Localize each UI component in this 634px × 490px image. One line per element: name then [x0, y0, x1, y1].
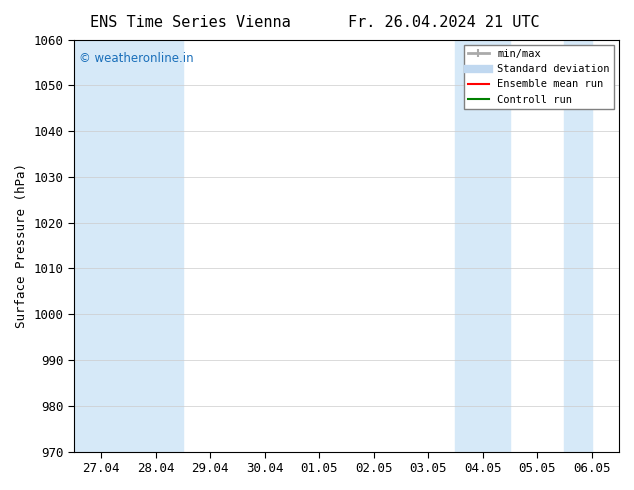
Text: © weatheronline.in: © weatheronline.in — [79, 52, 194, 65]
Bar — [564, 40, 592, 452]
Y-axis label: Surface Pressure (hPa): Surface Pressure (hPa) — [15, 163, 28, 328]
Text: Fr. 26.04.2024 21 UTC: Fr. 26.04.2024 21 UTC — [348, 15, 540, 30]
Bar — [455, 40, 510, 452]
Bar — [74, 40, 183, 452]
Legend: min/max, Standard deviation, Ensemble mean run, Controll run: min/max, Standard deviation, Ensemble me… — [464, 45, 614, 109]
Text: ENS Time Series Vienna: ENS Time Series Vienna — [90, 15, 290, 30]
